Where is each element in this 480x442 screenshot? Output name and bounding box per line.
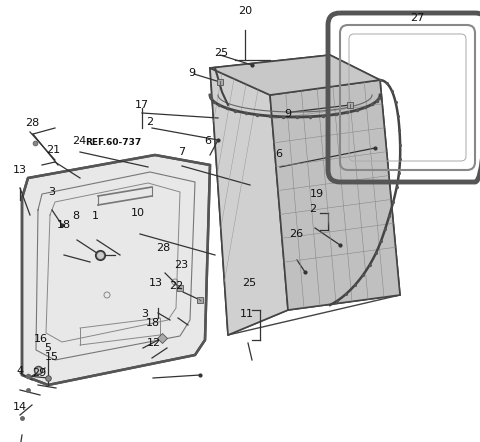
Text: 28: 28 [25,118,40,128]
Text: 26: 26 [289,229,304,239]
Text: 1: 1 [92,211,98,221]
Text: 11: 11 [240,309,254,319]
Text: 21: 21 [46,145,60,155]
Text: 24: 24 [72,136,86,145]
Text: 13: 13 [149,278,163,288]
Text: 25: 25 [214,48,228,58]
Text: 14: 14 [13,402,27,412]
Text: 3: 3 [142,309,148,319]
Text: 25: 25 [242,278,257,288]
Text: 2: 2 [310,204,316,213]
Text: 6: 6 [275,149,282,159]
Text: 15: 15 [45,352,59,362]
Text: 5: 5 [45,343,51,353]
Text: 17: 17 [134,100,149,110]
Text: 10: 10 [131,208,145,218]
Polygon shape [22,155,210,385]
Text: 4: 4 [17,366,24,376]
Polygon shape [210,55,380,95]
Text: 18: 18 [57,221,71,230]
Text: 8: 8 [72,211,79,221]
Text: 29: 29 [32,369,47,378]
Text: 28: 28 [156,243,170,252]
Text: 20: 20 [238,6,252,16]
Text: 2: 2 [146,117,153,126]
Text: 7: 7 [178,148,185,157]
Text: 9: 9 [285,109,291,119]
Polygon shape [270,80,400,310]
Text: 27: 27 [410,13,425,23]
Text: 3: 3 [48,187,55,197]
Text: 16: 16 [34,335,48,344]
Text: 13: 13 [13,165,27,175]
Text: 9: 9 [189,68,195,78]
Text: 12: 12 [146,338,161,347]
Text: REF.60-737: REF.60-737 [84,138,141,147]
Text: 19: 19 [310,189,324,198]
Text: 23: 23 [174,260,189,270]
Polygon shape [210,68,288,335]
Text: 18: 18 [145,318,160,328]
Text: 6: 6 [204,137,211,146]
Text: 22: 22 [169,282,184,291]
